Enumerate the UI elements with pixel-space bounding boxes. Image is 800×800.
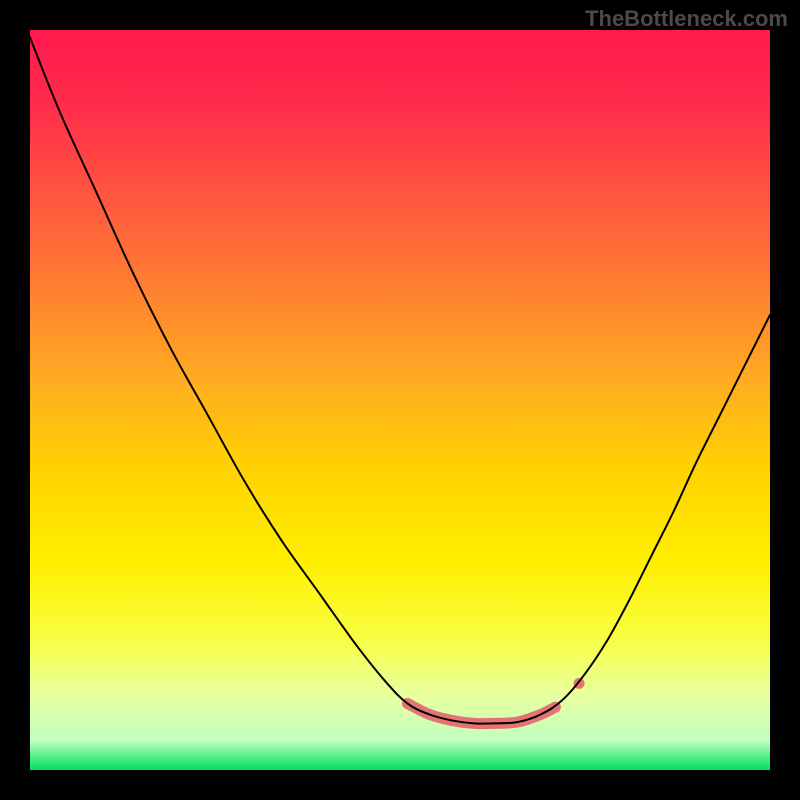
gradient-plot-area bbox=[30, 30, 770, 770]
watermark-text: TheBottleneck.com bbox=[585, 6, 788, 32]
chart-stage: TheBottleneck.com bbox=[0, 0, 800, 800]
